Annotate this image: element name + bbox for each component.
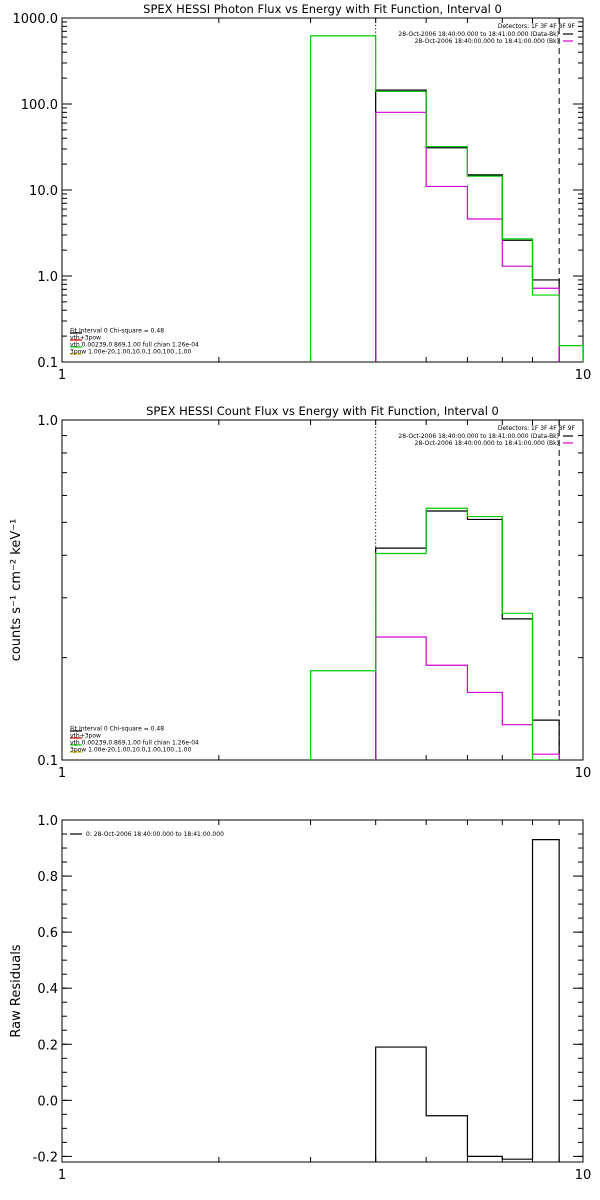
series-black-histogram	[375, 510, 560, 760]
plot-frame	[61, 17, 584, 363]
y-tick-label: 0.4	[37, 982, 58, 997]
detectors-label: Detectors: 1F 3F 4F 8F 9F	[498, 425, 576, 432]
y-tick-label: 1.0	[37, 414, 58, 429]
legend-entry-text: 3pow 1.00e-20,1.00,10.0,1.00,100.,1.00	[70, 349, 191, 356]
legend-entry-text: vth+3pow	[70, 335, 101, 342]
legend-entry-text: vth 0.00239,0.869,1.00 full chian 1.26e-…	[70, 342, 199, 349]
chart-2: SPEX HESSI Count Flux vs Energy with Fit…	[9, 404, 591, 781]
y-tick-label: 10.0	[29, 184, 58, 199]
chart-3: 1 10 -0.2 0.0 0.2 0.4 0.6 0.8 1.0 Raw Residuals 0:…	[9, 814, 591, 1183]
legend-entry-text: 3pow 1.00e-20,1.00,10.0,1.00,100.,1.00	[70, 747, 191, 754]
legend-entry-text: vth 0.00239,0.869,1.00 full chian 1.26e-…	[70, 740, 199, 747]
y-tick-label: 0.6	[37, 926, 58, 941]
y-tick-label: 0.2	[37, 1038, 58, 1053]
legend-entry-text: 0: 28-Oct-2006 18:40:00.000 to 18:41:00.…	[86, 831, 224, 838]
y-tick-label: 0.0	[37, 1094, 58, 1109]
chart-1: SPEX HESSI Photon Flux vs Energy with Fi…	[13, 2, 592, 383]
x-tick-label: 10	[575, 368, 592, 383]
series-black-histogram	[375, 839, 560, 1162]
legend-entry-text: 28-Oct-2006 18:40:00.000 to 18:41:00.000…	[415, 38, 559, 45]
y-tick-label: 0.1	[37, 356, 58, 371]
y-tick-label: 1.0	[37, 270, 58, 285]
y-tick-label: 1000.0	[13, 12, 59, 27]
legend-entry-text: Fit Interval 0 Chi-square = 0.48	[70, 328, 164, 335]
plot-frame	[61, 819, 584, 1163]
x-tick-label: 10	[575, 1168, 592, 1183]
legend-entry-text: vth+3pow	[70, 733, 101, 740]
x-tick-label: 1	[58, 766, 66, 781]
legend-entry-text: Fit Interval 0 Chi-square = 0.48	[70, 726, 164, 733]
series-black-histogram	[375, 89, 560, 362]
y-tick-label: 0.1	[37, 754, 58, 769]
legend-entry-text: 28-Oct-2006 18:40:00.000 to 18:41:00.000…	[398, 433, 559, 440]
plot-frame	[61, 419, 584, 761]
y-tick-label: 100.0	[21, 98, 58, 113]
y-axis-label: counts s⁻¹ cm⁻² keV⁻¹	[9, 519, 24, 662]
series-magenta-histogram	[375, 636, 560, 760]
x-tick-label: 1	[58, 368, 66, 383]
data-area	[375, 839, 560, 1162]
legend-entry-text: 28-Oct-2006 18:40:00.000 to 18:41:00.000…	[415, 440, 559, 447]
series-green-histogram	[309, 35, 583, 362]
data-area	[309, 420, 560, 760]
x-tick-label: 1	[58, 1168, 66, 1183]
chart-title: SPEX HESSI Count Flux vs Energy with Fit…	[146, 404, 499, 418]
y-axis-label: Raw Residuals	[9, 944, 24, 1037]
series-magenta-histogram	[375, 111, 560, 362]
series-green-histogram	[309, 507, 560, 760]
legend-entry-text: 28-Oct-2006 18:40:00.000 to 18:41:00.000…	[398, 31, 559, 38]
x-tick-label: 10	[575, 766, 592, 781]
y-tick-label: 1.0	[37, 814, 58, 829]
data-area	[309, 18, 583, 362]
chart-title: SPEX HESSI Photon Flux vs Energy with Fi…	[143, 2, 502, 16]
y-tick-label: -0.2	[33, 1150, 58, 1165]
detectors-label: Detectors: 1F 3F 4F 8F 9F	[498, 23, 576, 30]
y-tick-label: 0.8	[37, 870, 58, 885]
